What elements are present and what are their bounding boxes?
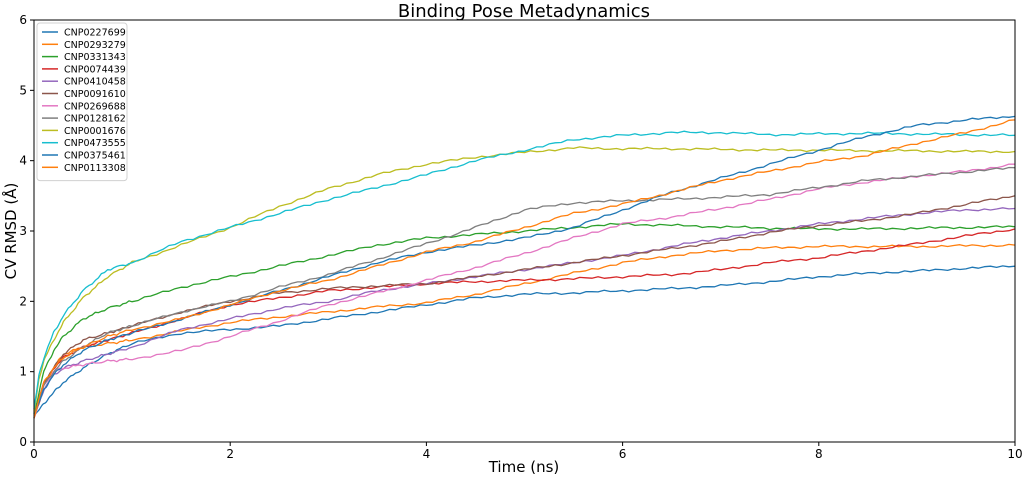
y-tick-label: 6 [19,13,27,27]
y-tick-label: 5 [19,83,27,97]
legend-entry-label: CNP0331343 [64,52,126,63]
series-line-cnp0074439 [33,228,1016,418]
legend-entry-label: CNP0128162 [64,114,126,125]
x-tick-label: 6 [619,447,627,461]
legend-entry-label: CNP0293279 [64,40,126,51]
x-axis-label: Time (ns) [488,458,560,476]
legend-entry-label: CNP0473555 [64,138,126,149]
x-tick-label: 8 [815,447,823,461]
y-tick-label: 3 [19,224,27,238]
series-line-cnp0375461 [33,115,1016,418]
series-line-cnp0091610 [33,195,1016,418]
plot-frame [33,19,1016,443]
series-line-cnp0269688 [33,163,1016,419]
series-line-cnp0128162 [33,166,1016,418]
y-tick-label: 1 [19,365,27,379]
legend: CNP0227699CNP0293279CNP0331343CNP0074439… [36,22,128,182]
legend-entry-label: CNP0410458 [64,77,126,88]
series-line-cnp0293279 [33,243,1016,419]
axis-ticks: 0 2 4 6 8 10 0 1 2 3 4 5 6 [19,13,1022,461]
series-line-cnp0473555 [33,130,1016,410]
series-line-cnp0331343 [33,222,1016,414]
legend-box [36,22,128,182]
series-lines [33,115,1016,419]
x-tick-label: 10 [1007,447,1022,461]
chart-title: Binding Pose Metadynamics [398,1,650,22]
legend-entry-label: CNP0269688 [64,101,126,112]
legend-entry-label: CNP0091610 [64,89,126,100]
legend-entry-label: CNP0074439 [64,64,126,75]
series-line-cnp0113308 [33,119,1016,419]
legend-entry-label: CNP0113308 [64,163,126,174]
legend-entry-label: CNP0001676 [64,126,126,137]
y-tick-label: 2 [19,294,27,308]
y-axis-label: CV RMSD (Å) [1,183,20,280]
x-tick-label: 4 [423,447,431,461]
legend-entry-label: CNP0227699 [64,28,126,39]
series-line-cnp0001676 [33,146,1016,414]
series-line-cnp0227699 [33,265,1016,418]
x-tick-label: 0 [30,447,38,461]
legend-entry-label: CNP0375461 [64,151,126,162]
y-tick-label: 0 [19,435,27,449]
y-tick-label: 4 [19,154,27,168]
x-tick-label: 2 [226,447,234,461]
